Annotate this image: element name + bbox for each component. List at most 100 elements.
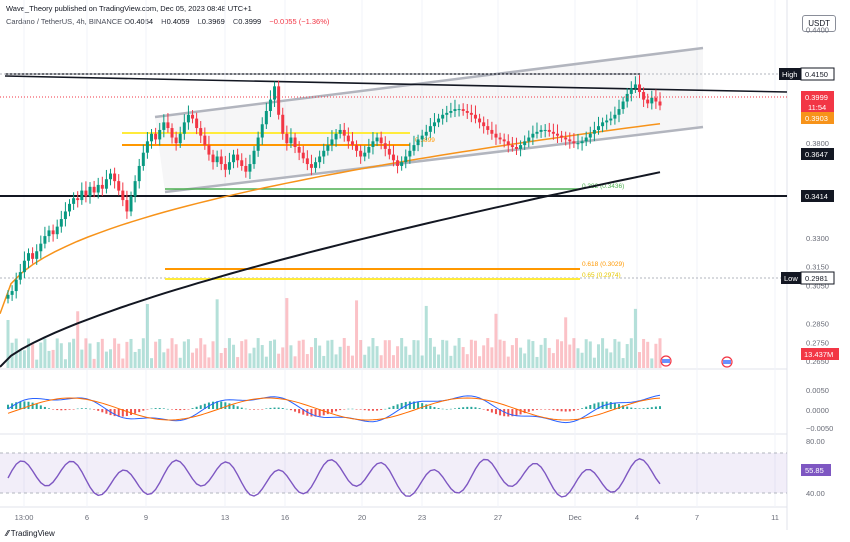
svg-text:0.4150: 0.4150 bbox=[805, 70, 828, 79]
volume-bar bbox=[256, 338, 260, 368]
time-tick-label: 11 bbox=[771, 513, 779, 522]
macd-histogram-bar bbox=[187, 409, 190, 410]
volume-bar bbox=[543, 338, 547, 368]
macd-histogram-bar bbox=[429, 405, 432, 409]
candle-body bbox=[100, 184, 104, 189]
volume-bar bbox=[51, 349, 55, 368]
svg-text:13.437M: 13.437M bbox=[804, 350, 833, 359]
volume-bar bbox=[125, 341, 129, 368]
macd-histogram-bar bbox=[199, 405, 202, 409]
fib-label-618: 0.618 (0.3029) bbox=[582, 261, 624, 268]
macd-histogram-bar bbox=[552, 409, 555, 411]
volume-bar bbox=[428, 338, 432, 368]
volume-bar bbox=[277, 353, 281, 368]
candle-body bbox=[514, 147, 518, 149]
volume-bar bbox=[199, 338, 203, 368]
volume-bar bbox=[59, 343, 63, 368]
volume-bar bbox=[80, 349, 84, 368]
macd-histogram-bar bbox=[613, 402, 616, 409]
volume-bar bbox=[31, 342, 35, 368]
volume-bar bbox=[162, 352, 166, 368]
macd-histogram-bar bbox=[60, 409, 63, 411]
macd-histogram-bar bbox=[433, 407, 436, 409]
time-axis[interactable]: 13:00 6 9 13 16 20 23 27 Dec 4 7 11 bbox=[15, 513, 779, 522]
volume-bar bbox=[203, 344, 207, 368]
volume-bar bbox=[76, 311, 80, 368]
volume-bar bbox=[629, 338, 633, 368]
tradingview-logo: ⁄⁄ TradingView bbox=[6, 529, 55, 538]
ascending-channel bbox=[154, 46, 704, 194]
currency-button[interactable]: USDT bbox=[802, 15, 836, 32]
volume-bar bbox=[27, 338, 31, 368]
price-tick-label: 0.2850 bbox=[806, 319, 829, 328]
volume-bar bbox=[387, 340, 391, 368]
time-tick-label: Dec bbox=[568, 513, 582, 522]
volume-bar bbox=[391, 355, 395, 368]
volume-bar bbox=[359, 340, 363, 368]
volume-bar bbox=[367, 346, 371, 368]
macd-histogram-bar bbox=[19, 401, 22, 409]
candle-body bbox=[31, 253, 35, 259]
macd-histogram-bar bbox=[437, 408, 440, 409]
macd-histogram-bar bbox=[146, 409, 149, 410]
volume-bar bbox=[264, 356, 268, 368]
tradingview-icon: ⁄⁄ bbox=[6, 529, 9, 538]
volume-bar bbox=[301, 339, 305, 368]
volume-bar bbox=[309, 347, 313, 368]
candle-body bbox=[174, 137, 178, 144]
candle-body bbox=[629, 88, 633, 94]
macd-histogram-bar bbox=[240, 407, 243, 409]
volume-bar bbox=[129, 338, 133, 368]
candle-body bbox=[88, 186, 92, 197]
candle-body bbox=[248, 164, 252, 172]
time-tick-label: 7 bbox=[695, 513, 699, 522]
rsi-tick-label: 40.00 bbox=[806, 489, 825, 498]
macd-histogram-bar bbox=[339, 409, 342, 411]
candle-body bbox=[420, 135, 424, 140]
candle-body bbox=[359, 150, 363, 157]
svg-text:0.3903: 0.3903 bbox=[805, 114, 828, 123]
macd-histogram-bar bbox=[64, 409, 67, 411]
candlestick-series bbox=[6, 75, 662, 304]
macd-histogram-bar bbox=[417, 402, 420, 409]
volume-bar bbox=[506, 356, 510, 368]
volume-bar bbox=[408, 354, 412, 368]
ema-50-tag: 0.3903 bbox=[801, 112, 834, 124]
candle-body bbox=[137, 165, 141, 182]
volume-bar bbox=[375, 346, 379, 368]
macd-histogram-bar bbox=[412, 401, 415, 409]
candle-body bbox=[35, 251, 39, 259]
macd-histogram-bar bbox=[556, 409, 559, 411]
macd-histogram-bar bbox=[125, 409, 128, 417]
macd-histogram-bar bbox=[601, 401, 604, 409]
volume-bar bbox=[432, 346, 436, 368]
candle-body bbox=[601, 122, 605, 127]
macd-histogram-bar bbox=[581, 408, 584, 409]
macd-histogram-bar bbox=[294, 409, 297, 412]
change-value: −0.0055 (−1.36%) bbox=[269, 17, 330, 26]
macd-histogram-bar bbox=[572, 409, 575, 411]
svg-text:11:54: 11:54 bbox=[808, 103, 826, 112]
volume-bar bbox=[293, 356, 297, 368]
volume-bar bbox=[55, 338, 59, 368]
macd-histogram-bar bbox=[166, 408, 169, 410]
volume-bar bbox=[592, 357, 596, 368]
candle-body bbox=[564, 137, 568, 140]
candle-body bbox=[432, 122, 436, 127]
candle-body bbox=[580, 141, 584, 144]
price-axis[interactable]: 0.4400 0.3800 0.3300 0.3150 0.3050 0.2850 0.27… bbox=[806, 25, 833, 498]
flag-icon[interactable] bbox=[721, 356, 733, 368]
candle-body bbox=[51, 230, 55, 235]
candle-body bbox=[498, 137, 502, 140]
candle-body bbox=[43, 236, 47, 244]
flag-icon[interactable] bbox=[660, 355, 672, 367]
candle-body bbox=[68, 203, 72, 212]
macd-histogram-bar bbox=[576, 409, 579, 410]
candle-body bbox=[379, 137, 383, 144]
volume-bar bbox=[424, 305, 428, 368]
volume-bar bbox=[527, 339, 531, 368]
candle-body bbox=[113, 173, 117, 182]
macd-histogram-bar bbox=[646, 407, 649, 409]
volume-bar bbox=[289, 345, 293, 368]
